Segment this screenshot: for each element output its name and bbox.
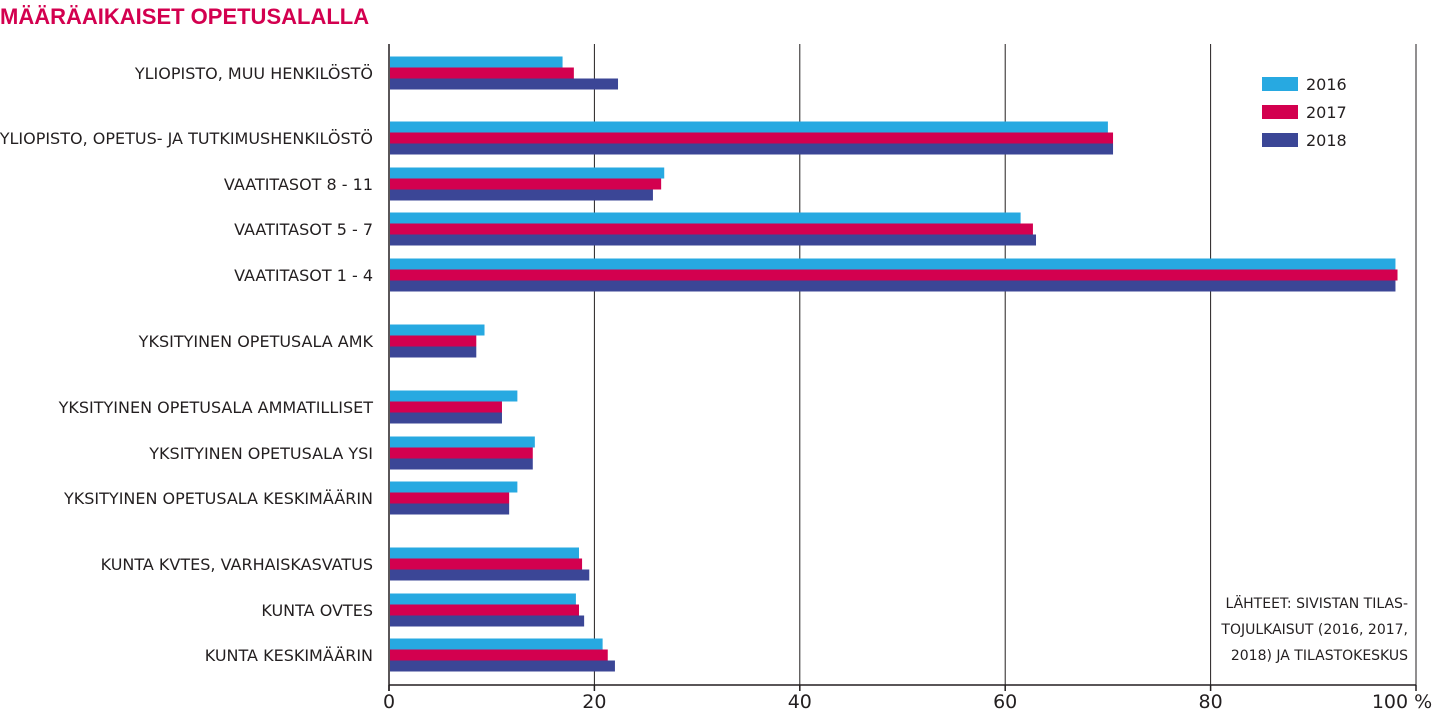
bar-2016-3	[390, 212, 1021, 224]
bar-2017-0	[390, 67, 574, 79]
bar-2018-4	[390, 280, 1396, 292]
source-note-line-0: LÄHTEET: SIVISTAN TILAS-	[1225, 594, 1408, 612]
category-label-10: KUNTA OVTES	[261, 601, 373, 620]
category-label-9: KUNTA KVTES, VARHAISKASVATUS	[101, 555, 373, 574]
bar-2016-4	[390, 258, 1396, 270]
legend: 2016 2017 2018	[1262, 75, 1347, 150]
bar-2017-4	[390, 269, 1398, 281]
legend-label-2017: 2017	[1306, 103, 1347, 122]
bar-2016-1	[390, 121, 1108, 133]
category-labels: YLIOPISTO, MUU HENKILÖSTÖ YLIOPISTO, OPET…	[0, 64, 374, 665]
bar-2018-7	[390, 458, 533, 470]
bar-2018-9	[390, 569, 590, 581]
bar-2018-5	[390, 346, 477, 358]
category-label-7: YKSITYINEN OPETUSALA YSI	[148, 444, 373, 463]
x-axis-tick-labels: 0 20 40 60 80 100 %	[383, 691, 1432, 712]
bar-2016-5	[390, 324, 485, 336]
x-tick-label-20: 20	[582, 691, 606, 712]
bar-2018-2	[390, 189, 653, 201]
category-label-3: VAATITASOT 5 - 7	[234, 220, 373, 239]
bar-2017-5	[390, 335, 477, 347]
legend-swatch-2017	[1262, 105, 1298, 119]
legend-label-2016: 2016	[1306, 75, 1347, 94]
x-tick-label-80: 80	[1199, 691, 1223, 712]
source-note-line-1: TOJULKAISUT (2016, 2017,	[1220, 622, 1408, 638]
bar-2017-2	[390, 178, 662, 190]
bar-2016-10	[390, 593, 576, 605]
bar-2018-0	[390, 78, 619, 90]
x-tick-label-100: 100 %	[1372, 691, 1432, 712]
bar-2018-1	[390, 143, 1114, 155]
source-note-line-2: 2018) JA TILASTOKESKUS	[1231, 648, 1408, 664]
bar-2017-8	[390, 492, 510, 504]
legend-swatch-2018	[1262, 133, 1298, 147]
bar-2016-11	[390, 638, 603, 650]
bar-2017-6	[390, 401, 502, 413]
legend-label-2018: 2018	[1306, 131, 1347, 150]
bar-2017-11	[390, 649, 608, 661]
category-label-0: YLIOPISTO, MUU HENKILÖSTÖ	[134, 64, 373, 83]
bars	[390, 56, 1398, 672]
bar-2018-11	[390, 660, 615, 672]
category-label-11: KUNTA KESKIMÄÄRIN	[205, 646, 373, 665]
x-tick-label-60: 60	[993, 691, 1017, 712]
legend-swatch-2016	[1262, 77, 1298, 91]
chart-title: MÄÄRÄAIKAISET OPETUSALALLA	[0, 4, 369, 29]
bar-2016-0	[390, 56, 563, 68]
category-label-2: VAATITASOT 8 - 11	[224, 175, 373, 194]
category-label-1: YLIOPISTO, OPETUS- JA TUTKIMUSHENKILÖSTÖ	[0, 129, 373, 148]
category-label-5: YKSITYINEN OPETUSALA AMK	[138, 332, 374, 351]
bar-2017-9	[390, 558, 583, 570]
bar-2017-7	[390, 447, 533, 459]
bar-2016-8	[390, 481, 518, 493]
category-label-8: YKSITYINEN OPETUSALA KESKIMÄÄRIN	[63, 489, 373, 508]
bar-2016-2	[390, 167, 665, 179]
bar-2018-10	[390, 615, 585, 627]
bar-2017-3	[390, 223, 1033, 235]
bar-2017-10	[390, 604, 579, 616]
category-label-6: YKSITYINEN OPETUSALA AMMATILLISET	[58, 398, 374, 417]
x-tick-label-40: 40	[788, 691, 812, 712]
x-tick-label-0: 0	[383, 691, 395, 712]
bar-2016-9	[390, 547, 579, 559]
bar-2016-7	[390, 436, 535, 448]
bar-2018-3	[390, 234, 1037, 246]
bar-2016-6	[390, 390, 518, 402]
category-label-4: VAATITASOT 1 - 4	[234, 266, 373, 285]
bar-2018-8	[390, 503, 510, 515]
bar-2017-1	[390, 132, 1114, 144]
source-note: LÄHTEET: SIVISTAN TILAS- TOJULKAISUT (201…	[1220, 594, 1408, 664]
bar-2018-6	[390, 412, 502, 424]
